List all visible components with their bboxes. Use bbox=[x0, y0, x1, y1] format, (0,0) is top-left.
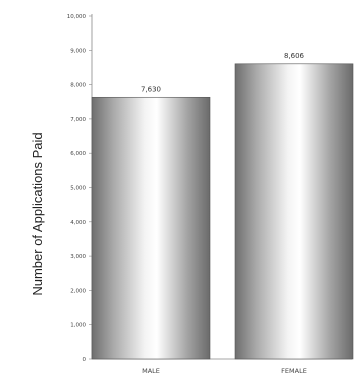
y-tick-label: 6,000 bbox=[70, 151, 86, 157]
y-tick-label: 4,000 bbox=[70, 220, 86, 226]
bar-female bbox=[234, 63, 354, 360]
x-tick-label: FEMALE bbox=[281, 367, 307, 375]
y-tick-label: 8,000 bbox=[70, 83, 86, 89]
label-layer: 7,630 MALE 8,606 FEMALE bbox=[141, 52, 307, 375]
y-tick-label: 7,000 bbox=[70, 117, 86, 123]
y-tick-label: 9,000 bbox=[70, 48, 86, 54]
bar-male bbox=[91, 96, 211, 360]
y-tick-label: 5,000 bbox=[70, 186, 86, 192]
y-tick-label: 2,000 bbox=[70, 288, 86, 294]
x-tick-label: MALE bbox=[142, 367, 160, 375]
bar-layer bbox=[91, 63, 354, 360]
y-axis-title: Number of Applications Paid bbox=[30, 132, 45, 295]
y-tick-label: 1,000 bbox=[70, 323, 86, 329]
data-label: 8,606 bbox=[284, 52, 305, 60]
y-tick-label: 3,000 bbox=[70, 254, 86, 260]
y-tick-label: 10,000 bbox=[67, 14, 87, 20]
y-tick-label: 0 bbox=[83, 357, 87, 363]
data-label: 7,630 bbox=[141, 85, 161, 93]
